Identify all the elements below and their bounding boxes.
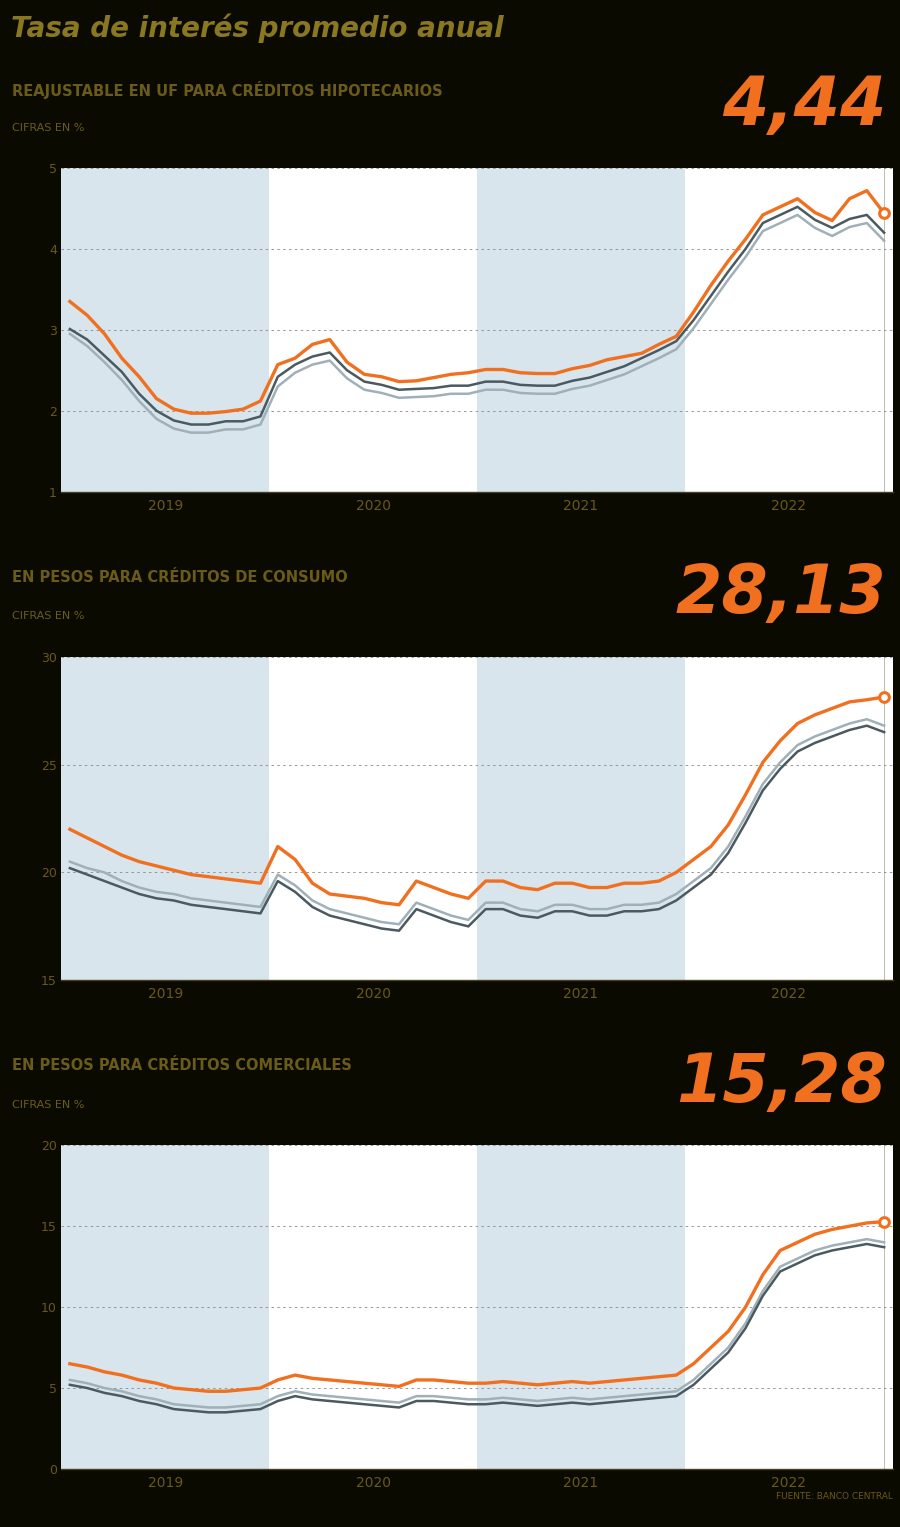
Text: 28,13: 28,13 (676, 562, 886, 628)
Text: EN PESOS PARA CRÉDITOS COMERCIALES: EN PESOS PARA CRÉDITOS COMERCIALES (12, 1058, 352, 1073)
Bar (269, 168, 477, 492)
Text: CIFRAS EN %: CIFRAS EN % (12, 611, 84, 621)
Bar (685, 168, 893, 492)
Text: EN PESOS PARA CRÉDITOS DE CONSUMO: EN PESOS PARA CRÉDITOS DE CONSUMO (12, 570, 347, 585)
Text: CIFRAS EN %: CIFRAS EN % (12, 1099, 84, 1110)
Bar (477, 1145, 685, 1469)
Text: CIFRAS EN %: CIFRAS EN % (12, 122, 84, 133)
Bar (269, 1145, 477, 1469)
Bar (477, 657, 685, 980)
Text: 15,28: 15,28 (676, 1051, 886, 1116)
Text: 4,44: 4,44 (722, 73, 886, 139)
Bar (477, 168, 685, 492)
Text: Tasa de interés promedio anual: Tasa de interés promedio anual (11, 14, 503, 43)
Bar (685, 1145, 893, 1469)
Bar (61, 168, 269, 492)
Text: REAJUSTABLE EN UF PARA CRÉDITOS HIPOTECARIOS: REAJUSTABLE EN UF PARA CRÉDITOS HIPOTECA… (12, 81, 442, 99)
Bar (61, 1145, 269, 1469)
Bar (269, 657, 477, 980)
Bar (61, 657, 269, 980)
Bar (685, 657, 893, 980)
Text: FUENTE: BANCO CENTRAL: FUENTE: BANCO CENTRAL (776, 1492, 893, 1501)
